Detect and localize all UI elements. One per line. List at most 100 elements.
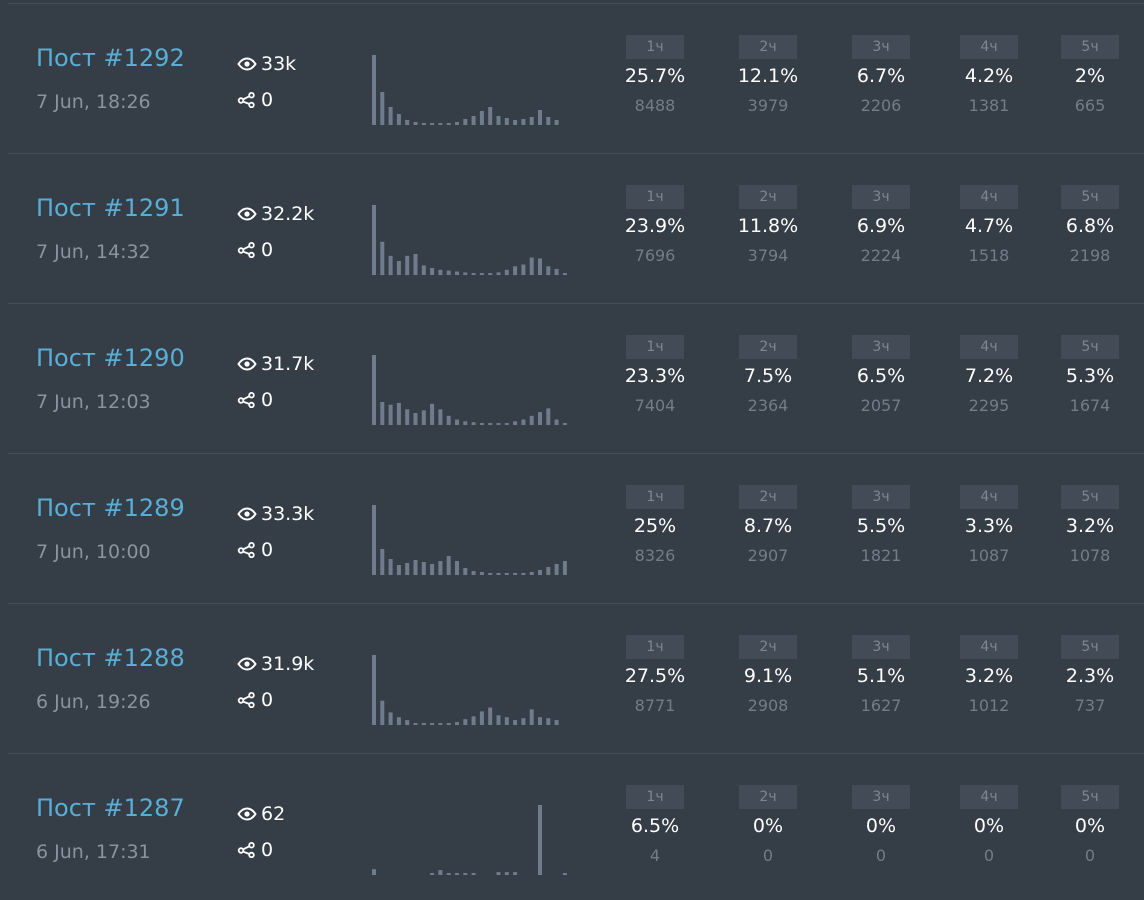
sparkline-bar	[380, 92, 385, 125]
sparkline-bar	[455, 122, 459, 125]
sparkline-bar	[413, 560, 418, 575]
hour-cell: 3ч 6.5% 2057	[826, 304, 936, 416]
hour-cell: 3ч 6.7% 2206	[826, 4, 936, 116]
sparkline-bar	[546, 117, 551, 125]
sparkline-bar	[455, 271, 459, 275]
post-title[interactable]: Пост #1288	[36, 644, 185, 672]
sparkline-bar	[430, 873, 435, 875]
sparkline-bar	[546, 266, 551, 276]
sparkline-bar	[562, 423, 567, 425]
hour-percent: 6.7%	[856, 65, 906, 87]
hour-cell: 1ч 25.7% 8488	[600, 4, 710, 116]
post-title[interactable]: Пост #1289	[36, 494, 185, 522]
hour-label: 4ч	[960, 485, 1018, 509]
hour-count: 1627	[860, 696, 902, 715]
sparkline-bar	[388, 559, 393, 575]
views-sparkline	[372, 498, 572, 575]
views-stat: 31.9k	[237, 653, 314, 675]
post-title[interactable]: Пост #1291	[36, 194, 185, 222]
sparkline-bar	[421, 410, 426, 425]
sparkline-bar	[396, 261, 401, 275]
hour-count: 737	[1074, 696, 1106, 715]
sparkline-svg	[372, 355, 567, 425]
sparkline-bar	[372, 869, 376, 875]
hour-count: 0	[875, 846, 887, 865]
hour-percent: 4.7%	[964, 215, 1014, 237]
hour-label: 5ч	[1061, 335, 1119, 359]
hour-count: 1087	[968, 546, 1010, 565]
hour-percent: 8.7%	[743, 515, 793, 537]
sparkline-bar	[496, 872, 501, 875]
sparkline-bar	[496, 116, 501, 125]
sparkline-bar	[446, 723, 451, 725]
hour-label: 2ч	[739, 635, 797, 659]
sparkline-bar	[463, 568, 468, 575]
sparkline-bar	[488, 423, 493, 425]
hour-count: 2908	[747, 696, 789, 715]
sparkline-bar	[372, 655, 376, 725]
sparkline-bar	[546, 718, 551, 725]
post-date: 7 Jun, 10:00	[36, 541, 151, 563]
hour-cell: 4ч 0% 0	[934, 754, 1044, 866]
eye-icon	[237, 356, 257, 372]
shares-stat: 0	[237, 839, 273, 861]
sparkline-bar	[479, 423, 484, 425]
hour-label: 3ч	[852, 35, 910, 59]
share-icon	[237, 242, 257, 258]
hour-label: 2ч	[739, 335, 797, 359]
hour-count: 7404	[634, 396, 676, 415]
sparkline-svg	[372, 505, 567, 575]
sparkline-bar	[438, 123, 443, 125]
post-title[interactable]: Пост #1287	[36, 794, 185, 822]
shares-count: 0	[261, 239, 274, 261]
hour-cell: 3ч 5.1% 1627	[826, 604, 936, 716]
sparkline-bar	[380, 241, 385, 276]
post-title[interactable]: Пост #1292	[36, 44, 185, 72]
hour-label: 4ч	[960, 785, 1018, 809]
hour-percent: 3.2%	[1065, 515, 1115, 537]
hour-count: 1381	[968, 96, 1010, 115]
hour-cell: 2ч 7.5% 2364	[713, 304, 823, 416]
sparkline-bar	[538, 717, 542, 725]
sparkline-bar	[430, 564, 435, 575]
sparkline-bar	[471, 571, 476, 575]
sparkline-bar	[488, 107, 493, 125]
hour-label: 1ч	[626, 485, 684, 509]
sparkline-bar	[446, 123, 451, 125]
sparkline-bar	[438, 723, 443, 725]
hour-count: 2198	[1069, 246, 1111, 265]
sparkline-bar	[396, 402, 401, 425]
hour-count: 3979	[747, 96, 789, 115]
sparkline-bar	[471, 116, 476, 125]
sparkline-svg	[372, 205, 567, 276]
views-sparkline	[372, 48, 572, 125]
sparkline-bar	[388, 107, 393, 125]
post-date: 7 Jun, 14:32	[36, 241, 151, 263]
sparkline-bar	[388, 712, 393, 725]
sparkline-bar	[554, 419, 559, 425]
hour-count: 7696	[634, 246, 676, 265]
sparkline-bar	[446, 270, 451, 275]
sparkline-bar	[446, 556, 451, 575]
hour-label: 3ч	[852, 185, 910, 209]
post-row: Пост #1291 7 Jun, 14:32 32.2k 0 1ч 23.9% 7…	[8, 153, 1144, 303]
post-date: 6 Jun, 17:31	[36, 841, 151, 863]
sparkline-svg	[372, 805, 567, 875]
hour-count: 1012	[968, 696, 1010, 715]
hour-percent: 4.2%	[964, 65, 1014, 87]
views-count: 62	[261, 803, 286, 825]
hour-percent: 2.3%	[1065, 665, 1115, 687]
sparkline-bar	[380, 549, 385, 575]
hour-percent: 2%	[1074, 65, 1106, 87]
sparkline-bar	[388, 404, 393, 425]
sparkline-bar	[521, 718, 526, 725]
views-stat: 31.7k	[237, 353, 314, 375]
sparkline-bar	[496, 715, 501, 725]
hour-cell: 2ч 9.1% 2908	[713, 604, 823, 716]
sparkline-bar	[405, 563, 410, 575]
hour-label: 5ч	[1061, 185, 1119, 209]
post-title[interactable]: Пост #1290	[36, 344, 185, 372]
hour-label: 5ч	[1061, 485, 1119, 509]
sparkline-bar	[396, 114, 401, 125]
shares-count: 0	[261, 839, 274, 861]
